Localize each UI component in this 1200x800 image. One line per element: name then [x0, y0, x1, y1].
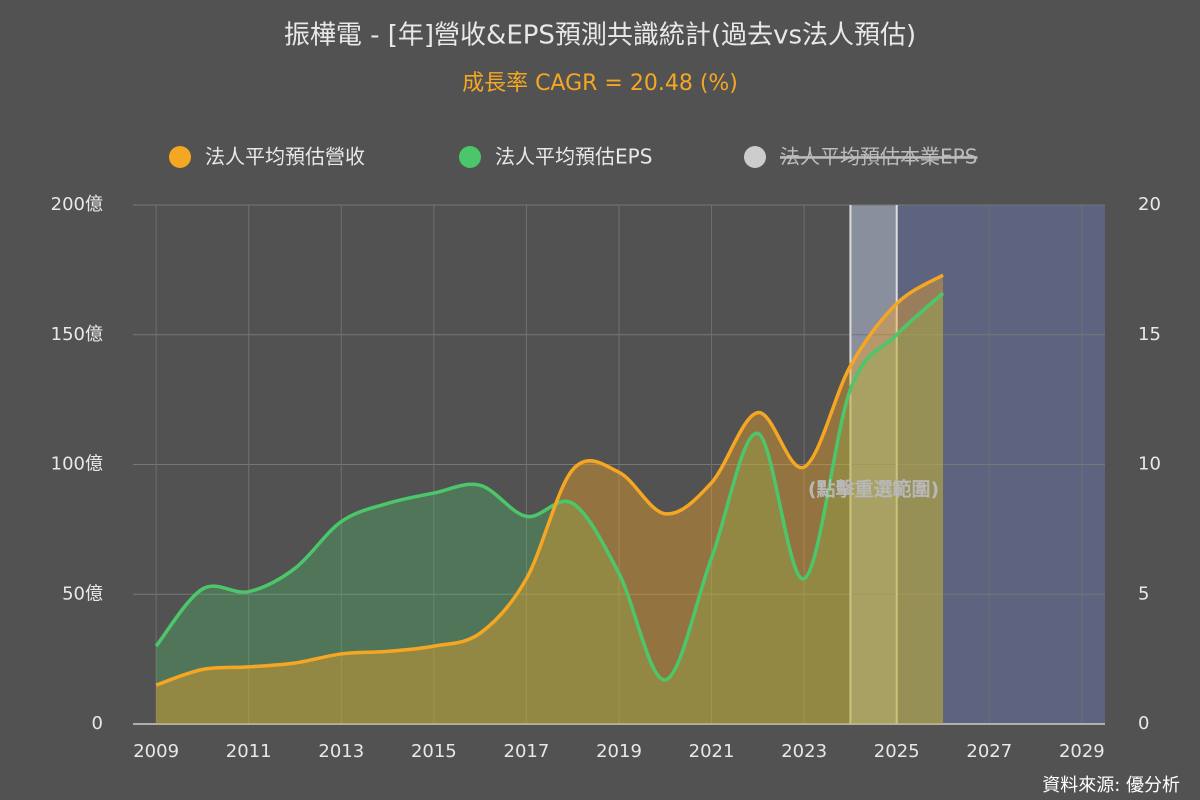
series-line [154, 291, 945, 682]
source: 資料來源: 優分析 [1042, 775, 1180, 796]
x-tick-label: 2027 [966, 741, 1012, 762]
legend-label[interactable]: 法人平均預估營收 [205, 145, 365, 169]
y2-tick-label: 15 [1138, 324, 1161, 345]
x-tick-label: 2023 [781, 741, 827, 762]
legend-label[interactable]: 法人平均預估本業EPS [780, 145, 977, 169]
series-line [155, 273, 944, 687]
legend-swatch[interactable] [169, 146, 191, 168]
x-tick-label: 2019 [596, 741, 642, 762]
y2-tick-label: 20 [1138, 194, 1161, 215]
x-tick-label: 2029 [1059, 741, 1105, 762]
y-tick-label: 200億 [51, 194, 103, 215]
y-tick-label: 50億 [62, 583, 103, 604]
y-tick-label: 0 [92, 713, 103, 734]
x-tick-label: 2013 [318, 741, 364, 762]
annotation[interactable]: (點擊重選範圍) [808, 478, 939, 501]
x-tick-label: 2025 [874, 741, 920, 762]
y2-tick-label: 5 [1138, 583, 1149, 604]
y-tick-label: 100億 [51, 454, 103, 475]
legend-swatch[interactable] [459, 146, 481, 168]
y-tick-label: 150億 [51, 324, 103, 345]
x-tick-label: 2017 [504, 741, 550, 762]
subtitle: 成長率 CAGR = 20.48 (%) [462, 71, 738, 96]
legend-label[interactable]: 法人平均預估EPS [495, 145, 652, 169]
legend-swatch[interactable] [744, 146, 766, 168]
chart-title: 振樺電 - [年]營收&EPS預測共識統計(過去vs法人預估) [284, 21, 916, 51]
area-fill [156, 275, 944, 724]
x-tick-label: 2009 [133, 741, 179, 762]
y2-tick-label: 0 [1138, 713, 1149, 734]
x-tick-label: 2011 [226, 741, 272, 762]
x-tick-label: 2021 [689, 741, 735, 762]
x-tick-label: 2015 [411, 741, 457, 762]
y2-tick-label: 10 [1138, 454, 1161, 475]
